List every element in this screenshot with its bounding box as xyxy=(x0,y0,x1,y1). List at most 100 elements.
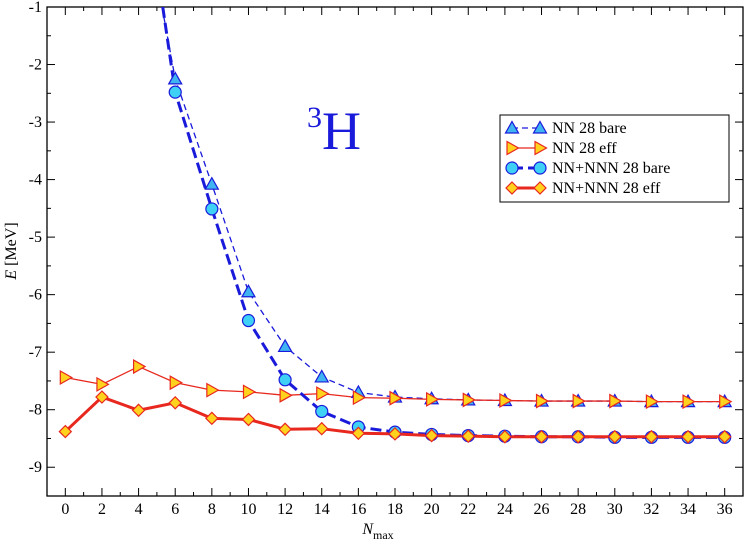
data-point-triangle-up xyxy=(204,176,220,190)
data-point-triangle-right xyxy=(96,376,110,392)
x-tick-label: 24 xyxy=(497,501,513,518)
data-point-diamond xyxy=(498,429,512,444)
x-tick-label: 32 xyxy=(643,501,659,518)
x-tick-label: 34 xyxy=(680,501,696,518)
data-point-diamond xyxy=(168,395,183,410)
data-point-diamond xyxy=(461,429,476,444)
data-point-triangle-right xyxy=(682,394,696,410)
data-point-circle xyxy=(533,161,547,175)
x-tick-label: 16 xyxy=(350,501,366,518)
x-tick-label: 30 xyxy=(607,501,623,518)
x-tick-label: 2 xyxy=(98,501,106,518)
series-points-1 xyxy=(59,359,733,410)
legend: NN 28 bare NN 28 eff NN+NNN 28 bare NN+NNN … xyxy=(499,114,730,203)
data-point-diamond xyxy=(314,421,329,436)
data-point-triangle-up xyxy=(277,338,293,353)
legend-label: NN+NNN 28 eff xyxy=(552,180,661,197)
series-line xyxy=(161,7,725,403)
data-point-diamond xyxy=(204,411,219,426)
data-point-diamond xyxy=(505,181,519,195)
y-axis-label-main: E xyxy=(3,270,20,281)
data-point-triangle-up xyxy=(314,369,330,383)
data-point-triangle-up xyxy=(504,120,520,134)
data-point-diamond xyxy=(644,429,659,444)
x-tick-label: 18 xyxy=(387,501,403,518)
mass-number: 3 xyxy=(307,101,322,134)
y-tick-label: -2 xyxy=(29,57,42,74)
data-point-diamond xyxy=(424,428,439,443)
data-point-triangle-right xyxy=(645,394,660,410)
y-tick-label: -8 xyxy=(29,402,42,419)
data-point-triangle-right xyxy=(572,393,586,409)
x-tick-label: 14 xyxy=(314,501,330,518)
data-point-diamond xyxy=(533,181,547,195)
data-point-triangle-up xyxy=(167,71,183,85)
data-point-diamond xyxy=(388,427,402,441)
legend-items: NN 28 bare NN 28 eff NN+NNN 28 bare NN+NNN … xyxy=(504,120,670,197)
data-point-triangle-right xyxy=(132,359,147,375)
data-point-circle xyxy=(205,202,219,216)
x-tick-label: 22 xyxy=(460,501,476,518)
y-tick-label: -5 xyxy=(29,229,42,246)
series-points-3 xyxy=(58,390,732,444)
data-point-diamond xyxy=(607,429,622,444)
data-point-diamond xyxy=(58,424,73,439)
x-tick-label: 28 xyxy=(570,501,586,518)
x-tick-label: 4 xyxy=(135,501,143,518)
x-axis-label: Nmax xyxy=(361,521,393,542)
data-point-triangle-right xyxy=(462,392,476,408)
data-point-diamond xyxy=(571,429,586,444)
data-point-circle xyxy=(505,161,519,175)
data-point-triangle-right xyxy=(279,387,293,403)
data-point-triangle-right xyxy=(534,140,548,156)
x-tick-label: 26 xyxy=(534,501,550,518)
data-point-diamond xyxy=(534,429,549,444)
y-tick-label: -9 xyxy=(29,459,42,476)
data-point-triangle-right xyxy=(499,392,513,409)
data-point-triangle-right xyxy=(352,390,367,406)
data-point-diamond xyxy=(681,429,695,444)
x-tick-label: 36 xyxy=(717,501,733,518)
data-point-circle xyxy=(241,313,256,328)
data-point-diamond xyxy=(95,390,109,404)
element-annotation: 3H xyxy=(307,101,361,161)
y-tick-label: -1 xyxy=(29,0,42,16)
x-axis-label-main: N xyxy=(361,521,374,538)
data-point-triangle-right xyxy=(316,386,330,402)
data-point-triangle-right xyxy=(169,375,183,391)
y-tick-label: -7 xyxy=(29,344,42,361)
data-point-diamond xyxy=(241,412,256,427)
y-axis-label-rest: [MeV] xyxy=(3,222,20,270)
plot-frame xyxy=(46,6,744,497)
data-point-triangle-right xyxy=(242,384,257,400)
data-point-triangle-right xyxy=(389,390,403,406)
legend-label: NN 28 eff xyxy=(552,140,617,157)
series-line xyxy=(161,7,725,439)
y-tick-label: -3 xyxy=(29,114,42,131)
data-point-diamond xyxy=(278,422,292,437)
x-tick-label: 20 xyxy=(424,501,440,518)
data-point-triangle-right xyxy=(506,140,520,156)
data-point-triangle-up xyxy=(532,120,548,134)
legend-label: NN 28 bare xyxy=(552,120,627,137)
series-group-2 xyxy=(161,7,725,439)
legend-label: NN+NNN 28 bare xyxy=(552,160,670,177)
ticks-layer: 0 2 4 6 8 10 12 14 16 18 20 22 24 26 28 30 32 34 36-9-8-7-… xyxy=(29,0,744,518)
data-point-circle xyxy=(315,404,329,419)
x-tick-label: 10 xyxy=(240,501,256,518)
data-point-circle xyxy=(168,85,182,99)
y-tick-label: -6 xyxy=(29,287,42,304)
element-symbol: H xyxy=(322,101,361,161)
data-point-triangle-right xyxy=(206,382,220,398)
x-tick-label: 12 xyxy=(277,501,293,518)
data-point-triangle-up xyxy=(240,284,257,298)
data-point-diamond xyxy=(717,429,732,444)
series-layer xyxy=(58,7,733,444)
data-point-triangle-right xyxy=(609,393,623,409)
data-point-triangle-right xyxy=(426,391,440,407)
x-tick-label: 0 xyxy=(61,501,69,518)
x-axis-label-sub: max xyxy=(373,528,394,542)
data-point-circle xyxy=(278,373,292,387)
data-point-triangle-right xyxy=(59,369,74,386)
